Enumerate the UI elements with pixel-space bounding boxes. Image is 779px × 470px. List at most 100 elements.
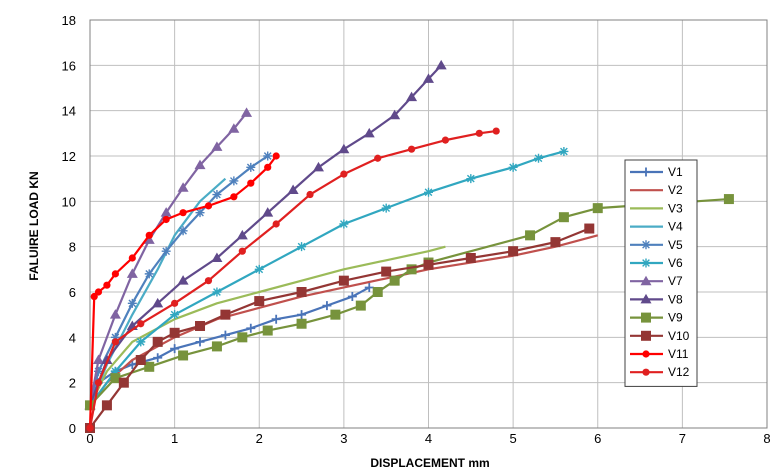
- legend-label-v1: V1: [668, 165, 683, 179]
- point-v11-2: [94, 288, 103, 296]
- legend-marker-v7: [640, 275, 652, 286]
- point-v5-10: [246, 162, 256, 172]
- point-v9-11: [389, 275, 400, 286]
- point-v9-8: [330, 309, 341, 320]
- legend-entry-v4: V4: [630, 220, 683, 234]
- x-tick-8: 8: [763, 431, 770, 446]
- point-v9-14: [525, 230, 536, 241]
- point-v5-2: [110, 332, 120, 342]
- legend-marker-v8: [640, 293, 652, 304]
- point-v10-9: [296, 287, 307, 297]
- point-v10-12: [423, 259, 434, 270]
- y-tick-4: 8: [69, 240, 76, 255]
- y-tick-1: 2: [69, 376, 76, 391]
- point-v11-5: [128, 254, 136, 262]
- point-v6-10: [466, 174, 476, 184]
- point-v9-7: [296, 318, 307, 329]
- point-v11-1: [90, 292, 98, 301]
- series-v10: [85, 223, 595, 433]
- point-v7-10: [241, 107, 253, 117]
- legend-marker-v5: [641, 240, 651, 250]
- legend-entry-v6: V6: [630, 256, 683, 270]
- x-tick-1: 1: [171, 431, 178, 446]
- point-v11-9: [204, 202, 213, 210]
- legend-box: [624, 159, 698, 387]
- point-v6-4: [212, 287, 222, 297]
- point-v12-14: [492, 127, 500, 135]
- point-v8-1: [101, 354, 113, 364]
- point-v6-9: [424, 187, 433, 197]
- point-v8-14: [423, 73, 434, 83]
- x-tick-6: 6: [594, 431, 601, 446]
- point-v10-8: [254, 296, 265, 307]
- point-v9-3: [178, 350, 189, 361]
- point-v1-5: [170, 344, 180, 354]
- point-v10-3: [135, 355, 146, 365]
- point-v9-6: [262, 325, 273, 336]
- point-v7-7: [194, 159, 206, 170]
- point-v9-15: [558, 212, 569, 223]
- legend-entry-v7: V7: [630, 274, 683, 288]
- point-v8-5: [211, 252, 223, 262]
- legend-entry-v1: V1: [630, 165, 683, 179]
- point-v1-10: [297, 310, 307, 320]
- point-v11-13: [272, 152, 280, 160]
- point-v8-13: [406, 91, 418, 102]
- point-v5-8: [212, 190, 222, 200]
- legend-label-v7: V7: [668, 274, 683, 288]
- y-axis-label: FALUIRE LOAD KN: [27, 171, 41, 280]
- series-v3: [89, 245, 446, 406]
- legend-marker-v1: [641, 167, 651, 177]
- point-v1-13: [364, 282, 374, 292]
- point-v10-5: [169, 327, 180, 338]
- point-v11-8: [179, 209, 187, 217]
- point-v1-11: [322, 301, 332, 311]
- y-tick-6: 12: [62, 149, 76, 164]
- point-v7-4: [143, 234, 155, 244]
- point-v6-5: [254, 264, 264, 274]
- point-v12-11: [407, 145, 416, 153]
- legend-label-v11: V11: [668, 347, 689, 361]
- point-v11-12: [264, 163, 272, 171]
- legend-label-v3: V3: [668, 201, 683, 215]
- point-v7-3: [126, 268, 138, 278]
- point-v11-10: [230, 193, 238, 201]
- legend: V1 V2 V3 V4 V5 V6 V7 V8 V9 V10 V11 V12: [624, 159, 698, 387]
- y-tick-3: 6: [69, 285, 76, 300]
- legend-entry-v10: V10: [630, 329, 690, 343]
- legend-label-v12: V12: [668, 365, 690, 379]
- y-tick-8: 16: [62, 58, 76, 73]
- point-v12-3: [137, 320, 145, 328]
- legend-marker-v11: [642, 350, 650, 358]
- point-v5-6: [178, 226, 188, 236]
- point-v5-7: [195, 208, 205, 218]
- series-line-v10: [89, 227, 590, 429]
- point-v10-10: [338, 275, 349, 286]
- point-v9-16: [592, 203, 603, 214]
- point-v6-3: [170, 310, 180, 320]
- point-v1-6: [195, 337, 205, 347]
- point-v5-5: [161, 246, 171, 256]
- point-v9-10: [372, 287, 383, 297]
- point-v6-11: [508, 162, 518, 172]
- point-v11-7: [162, 215, 170, 224]
- point-v12-10: [374, 154, 382, 162]
- point-v5-11: [263, 151, 273, 161]
- point-v8-12: [389, 109, 401, 120]
- point-v8-8: [287, 184, 299, 194]
- point-v9-1: [110, 373, 121, 384]
- point-v7-8: [211, 141, 223, 151]
- point-v5-4: [144, 269, 154, 279]
- point-v10-15: [550, 237, 561, 248]
- series-line-v9: [89, 197, 729, 407]
- legend-marker-v6: [641, 258, 651, 268]
- point-v1-8: [246, 323, 256, 333]
- y-tick-9: 18: [62, 13, 76, 28]
- point-v9-4: [211, 341, 222, 352]
- x-axis-label: DISPLACEMENT mm: [370, 456, 489, 470]
- point-v7-5: [160, 207, 172, 217]
- point-v6-12: [534, 153, 544, 163]
- point-v5-3: [127, 298, 137, 308]
- point-v10-4: [152, 336, 163, 347]
